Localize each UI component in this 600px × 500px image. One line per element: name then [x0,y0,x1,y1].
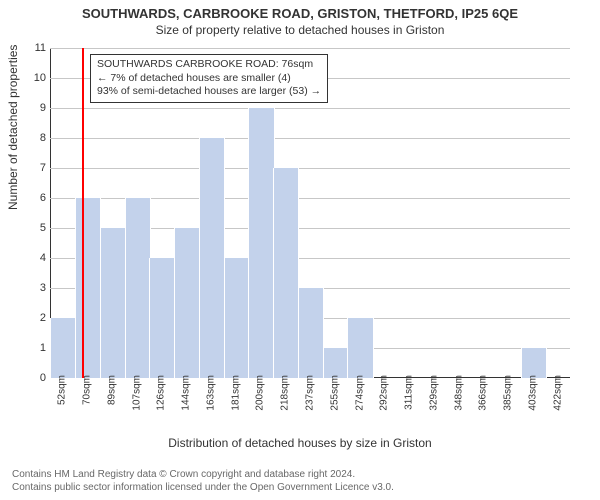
x-tick-label: 274sqm [354,375,365,411]
footer-line1: Contains HM Land Registry data © Crown c… [12,468,394,481]
x-axis-title: Distribution of detached houses by size … [0,436,600,450]
gridline [50,138,570,139]
x-tick-label: 218sqm [280,375,291,411]
annotation-line3: 93% of semi-detached houses are larger (… [97,85,321,99]
y-tick-label: 7 [28,162,46,174]
footer-attribution: Contains HM Land Registry data © Crown c… [12,468,394,494]
y-tick-label: 2 [28,312,46,324]
x-tick-label: 255sqm [329,375,340,411]
annotation-box: SOUTHWARDS CARBROOKE ROAD: 76sqm← 7% of … [90,54,328,103]
x-tick-label: 181sqm [230,375,241,411]
x-tick-label: 292sqm [379,375,390,411]
histogram-bar [100,228,126,378]
y-axis-title: Number of detached properties [6,45,20,210]
histogram-bar [174,228,200,378]
histogram-bar [50,318,76,378]
histogram-bar [273,168,299,378]
histogram-bar [149,258,175,378]
y-tick-label: 3 [28,282,46,294]
y-tick-label: 8 [28,132,46,144]
y-tick-label: 9 [28,102,46,114]
histogram-bar [323,348,349,378]
x-tick-label: 70sqm [82,375,93,405]
histogram-bar [199,138,225,378]
gridline [50,108,570,109]
gridline [50,168,570,169]
x-tick-label: 348sqm [453,375,464,411]
y-tick-label: 11 [28,42,46,54]
x-tick-label: 422sqm [552,375,563,411]
x-tick-label: 107sqm [131,375,142,411]
footer-line2: Contains public sector information licen… [12,481,394,494]
plot-area: 0123456789101152sqm70sqm89sqm107sqm126sq… [50,48,570,378]
histogram-bar [298,288,324,378]
annotation-line2: ← 7% of detached houses are smaller (4) [97,72,321,86]
chart-title: SOUTHWARDS, CARBROOKE ROAD, GRISTON, THE… [0,0,600,21]
x-tick-label: 144sqm [181,375,192,411]
annotation-line1: SOUTHWARDS CARBROOKE ROAD: 76sqm [97,58,321,72]
x-tick-label: 237sqm [305,375,316,411]
histogram-bar [224,258,250,378]
chart-subtitle: Size of property relative to detached ho… [0,21,600,37]
x-tick-label: 329sqm [428,375,439,411]
property-size-chart: SOUTHWARDS, CARBROOKE ROAD, GRISTON, THE… [0,0,600,500]
y-tick-label: 1 [28,342,46,354]
x-tick-label: 126sqm [156,375,167,411]
x-tick-label: 52sqm [57,375,68,405]
y-tick-label: 5 [28,222,46,234]
histogram-bar [521,348,547,378]
x-tick-label: 163sqm [205,375,216,411]
x-tick-label: 200sqm [255,375,266,411]
property-marker-line [82,48,84,378]
histogram-bar [248,108,274,378]
histogram-bar [347,318,373,378]
x-tick-label: 366sqm [478,375,489,411]
y-tick-label: 10 [28,72,46,84]
y-tick-label: 6 [28,192,46,204]
histogram-bar [75,198,101,378]
x-tick-label: 403sqm [527,375,538,411]
gridline [50,48,570,49]
x-tick-label: 311sqm [404,375,415,410]
y-tick-label: 0 [28,372,46,384]
x-tick-label: 89sqm [106,375,117,405]
y-tick-label: 4 [28,252,46,264]
x-tick-label: 385sqm [503,375,514,411]
histogram-bar [125,198,151,378]
